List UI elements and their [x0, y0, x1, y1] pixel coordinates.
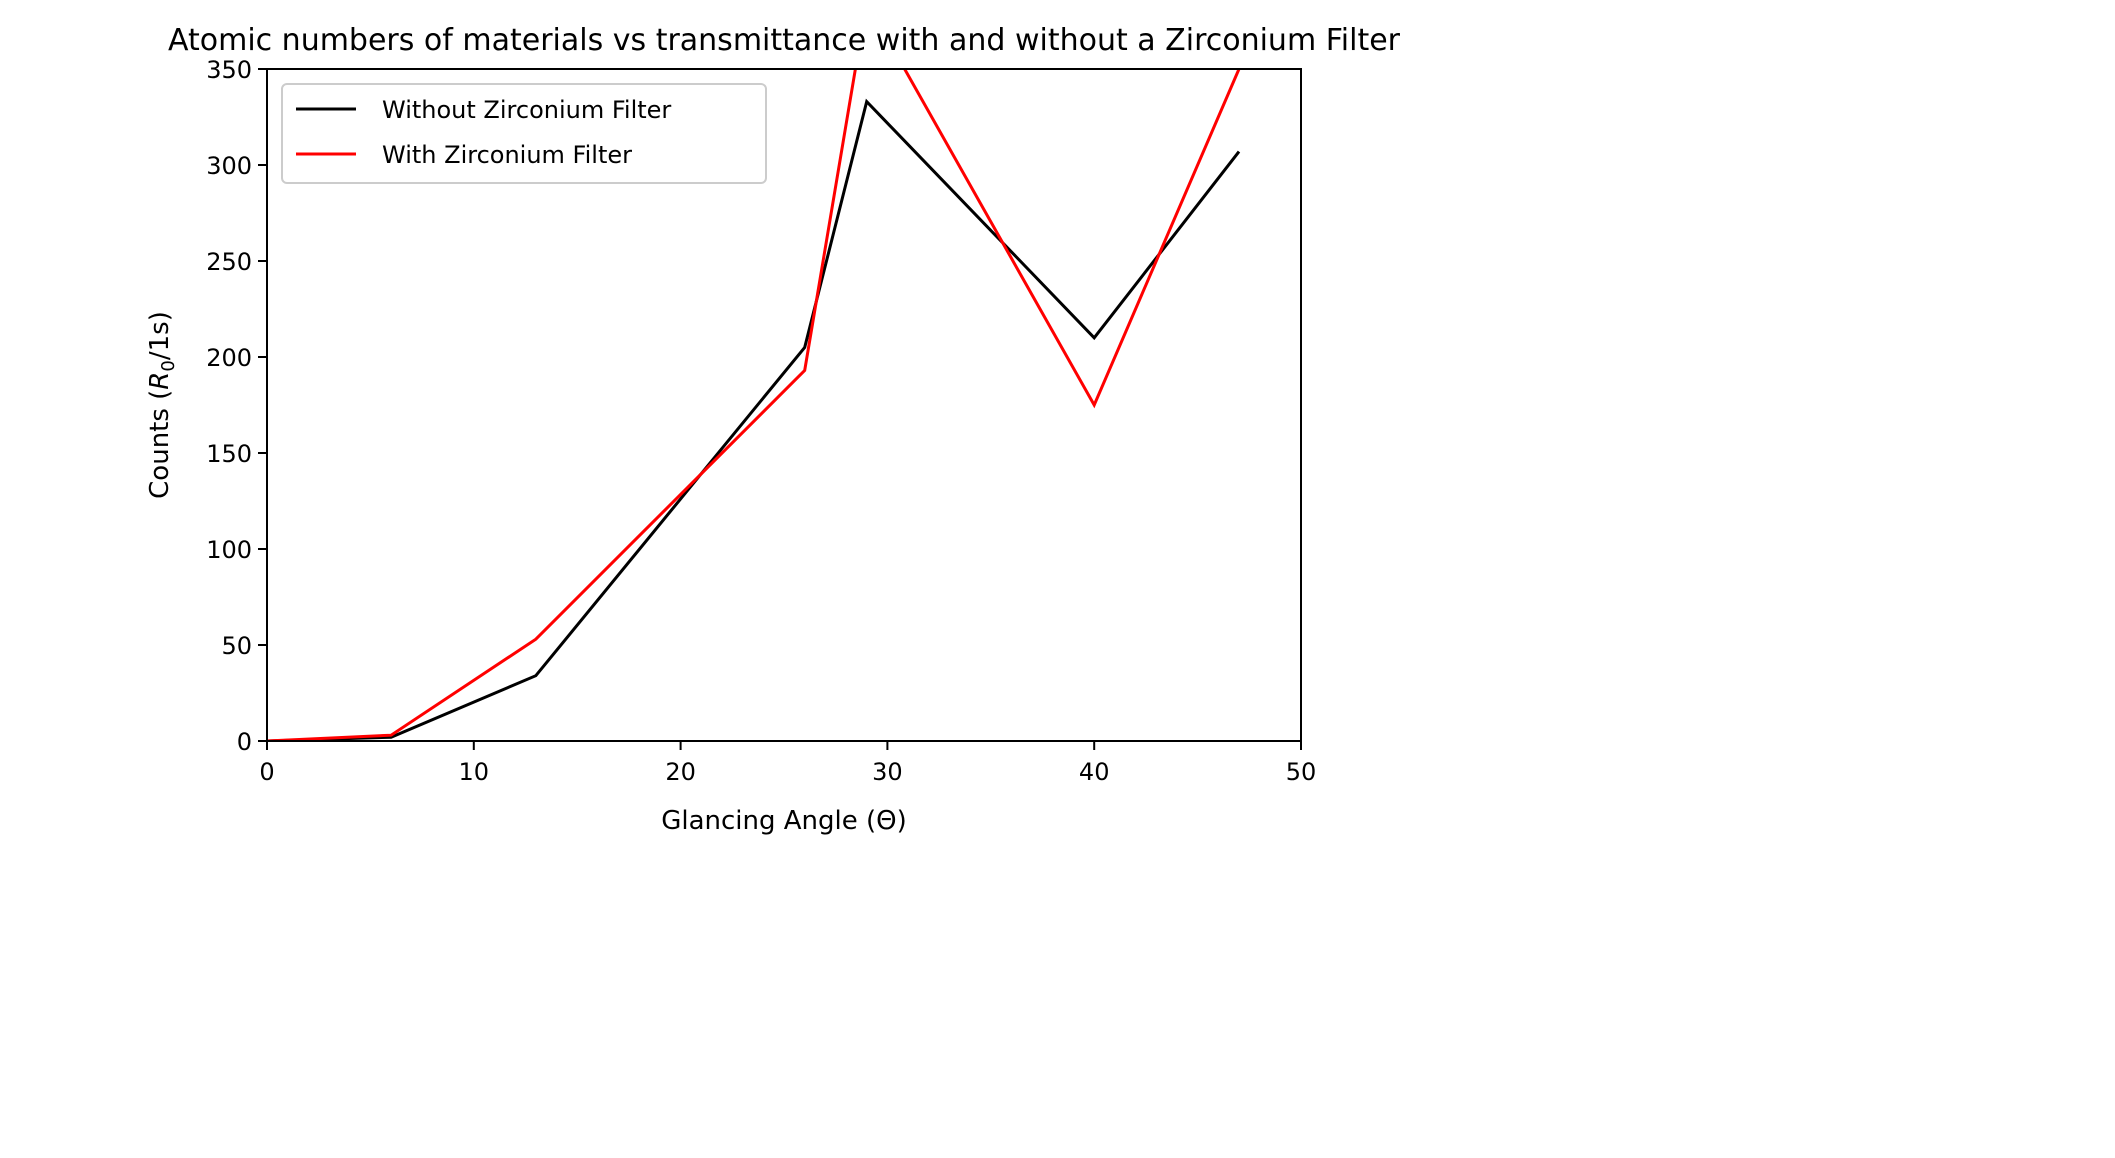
x-axis: 0 10 20 30 40 50	[259, 741, 1316, 786]
legend-box	[281, 83, 767, 184]
y-tick-label: 0	[237, 728, 252, 756]
y-axis-label: Counts (R0/1s)	[145, 311, 179, 499]
y-axis-label-suffix: /1s)	[145, 311, 175, 360]
series-layer	[267, 69, 1241, 741]
x-tick-label: 40	[1079, 758, 1110, 786]
x-tick-label: 30	[872, 758, 903, 786]
y-tick-label: 300	[206, 152, 252, 180]
y-tick-label: 350	[206, 56, 252, 84]
x-tick-label: 10	[459, 758, 490, 786]
legend-label: With Zirconium Filter	[382, 141, 632, 169]
y-axis: 0 50 100 150 200 250 300 350	[206, 56, 267, 756]
legend-label: Without Zirconium Filter	[382, 96, 671, 124]
series-line-1	[267, 98, 1241, 741]
legend: Without Zirconium Filter With Zirconium F…	[281, 83, 767, 184]
y-tick-label: 150	[206, 440, 252, 468]
x-axis-label: Glancing Angle (Θ)	[661, 806, 907, 836]
y-axis-label-variable: R	[145, 372, 175, 390]
series-line-2	[267, 69, 1241, 741]
y-tick-label: 100	[206, 536, 252, 564]
y-axis-label-subscript: 0	[158, 360, 179, 371]
plot-frame	[266, 68, 1302, 742]
chart: Atomic numbers of materials vs transmitt…	[145, 23, 1401, 836]
chart-title: Atomic numbers of materials vs transmitt…	[168, 23, 1401, 58]
y-tick-label: 250	[206, 248, 252, 276]
x-tick-label: 50	[1286, 758, 1317, 786]
x-tick-label: 20	[665, 758, 696, 786]
x-tick-label: 0	[259, 758, 274, 786]
y-axis-label-prefix: Counts (	[145, 390, 175, 499]
y-tick-label: 50	[221, 632, 252, 660]
y-tick-label: 200	[206, 344, 252, 372]
